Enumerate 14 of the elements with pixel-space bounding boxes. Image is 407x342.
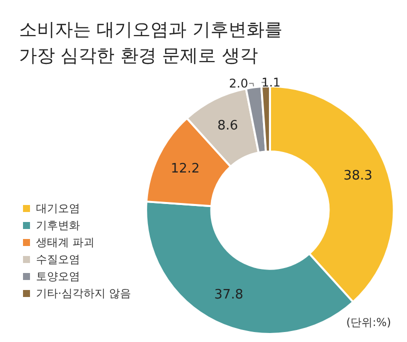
data-label: 12.2 (170, 161, 200, 176)
legend-label: 기타·심각하지 않음 (36, 287, 131, 300)
legend-label: 생태계 파괴 (36, 236, 94, 249)
legend-label: 토양오염 (36, 270, 80, 283)
legend-label: 대기오염 (36, 202, 80, 215)
legend-label: 기후변화 (36, 219, 80, 232)
data-label: 38.3 (343, 168, 372, 184)
text: (단위:%) (346, 316, 392, 329)
data-label: 2.0 (229, 76, 248, 90)
legend-label: 수질오염 (36, 253, 80, 266)
data-label: 8.6 (217, 118, 238, 134)
data-label: 1.1 (261, 75, 281, 90)
chart-title: 소비자는 대기오염과 기후변화를 가장 심각한 환경 문제로 생각 (19, 20, 288, 66)
data-label: 37.8 (214, 287, 244, 302)
